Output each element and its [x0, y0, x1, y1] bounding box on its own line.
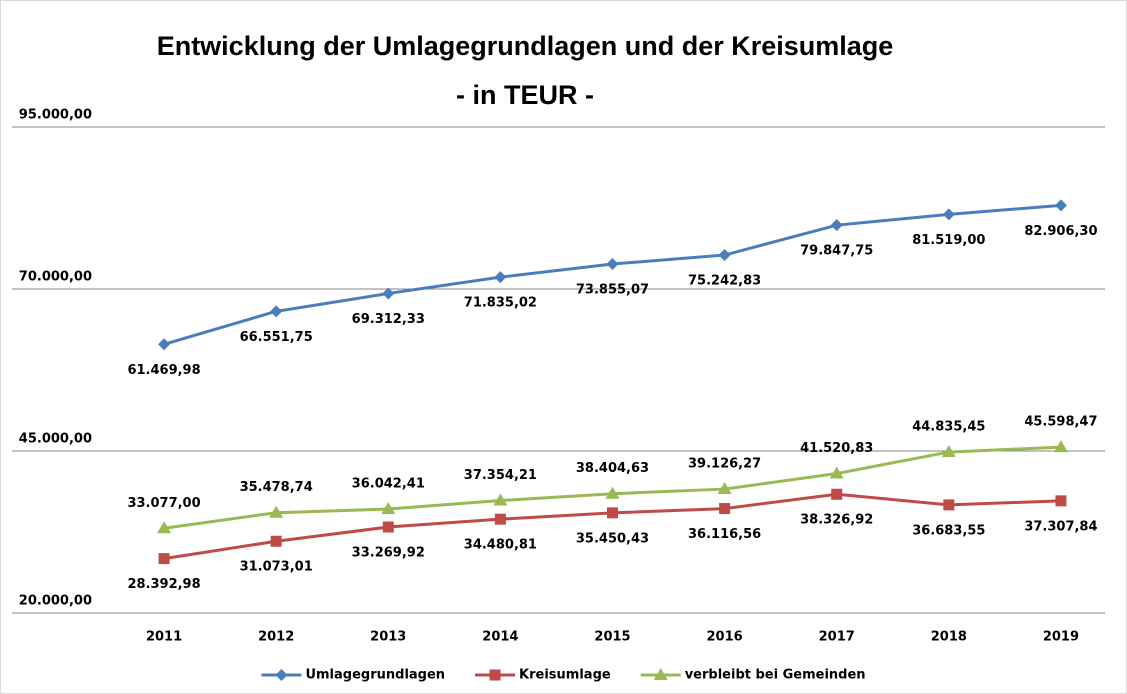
marker [494, 513, 506, 525]
data-label: 79.847,75 [800, 244, 873, 259]
x-tick-label: 2011 [146, 630, 182, 645]
data-label: 36.116,56 [688, 527, 761, 542]
data-label: 36.683,55 [912, 523, 985, 538]
y-tick-label: 45.000,00 [19, 432, 92, 447]
data-label: 37.354,21 [464, 468, 537, 483]
data-label: 66.551,75 [240, 330, 313, 345]
marker [718, 249, 731, 262]
x-tick-label: 2018 [931, 630, 967, 645]
data-label: 39.126,27 [688, 457, 761, 472]
data-label: 44.835,45 [912, 420, 985, 435]
x-tick-label: 2015 [594, 630, 630, 645]
data-label: 69.312,33 [352, 312, 425, 327]
marker [269, 505, 284, 518]
marker [607, 507, 618, 519]
marker [830, 219, 843, 232]
data-label: 37.307,84 [1024, 519, 1097, 534]
marker [605, 486, 620, 499]
chart-subtitle: - in TEUR - [456, 80, 594, 110]
data-label: 41.520,83 [800, 441, 873, 456]
marker [158, 338, 171, 351]
marker [1054, 199, 1067, 212]
data-label: 36.042,41 [352, 477, 425, 492]
marker [942, 208, 955, 221]
y-tick-label: 20.000,00 [19, 594, 92, 609]
legend-marker [275, 669, 288, 681]
legend-label: verbleibt bei Gemeinden [685, 668, 866, 683]
marker [829, 466, 844, 479]
marker [717, 482, 732, 495]
data-label: 82.906,30 [1024, 224, 1097, 239]
marker [270, 535, 282, 547]
marker [606, 258, 619, 271]
marker [943, 499, 955, 511]
data-label: 38.326,92 [800, 513, 873, 528]
data-label: 61.469,98 [127, 363, 200, 378]
y-tick-label: 70.000,00 [19, 270, 92, 285]
marker [158, 553, 170, 565]
data-label: 35.478,74 [240, 480, 313, 495]
data-label: 73.855,07 [576, 283, 649, 298]
marker [719, 503, 731, 515]
marker [941, 445, 956, 458]
x-tick-label: 2014 [482, 630, 518, 645]
data-label: 38.404,63 [576, 461, 649, 476]
marker [831, 488, 843, 500]
x-tick-label: 2016 [707, 630, 743, 645]
data-label: 33.269,92 [352, 546, 425, 561]
data-label: 34.480,81 [464, 538, 537, 553]
legend-marker [489, 669, 501, 681]
legend-label: Kreisumlage [519, 668, 611, 683]
marker [1055, 495, 1067, 507]
marker [270, 305, 283, 318]
marker [382, 521, 394, 533]
marker [493, 493, 508, 506]
data-label: 35.450,43 [576, 531, 649, 546]
data-label: 81.519,00 [912, 233, 985, 248]
marker [1053, 440, 1068, 453]
data-label: 31.073,01 [240, 560, 313, 575]
chart-title: Entwicklung der Umlagegrundlagen und der… [157, 31, 894, 61]
marker [494, 271, 507, 284]
data-label: 45.598,47 [1024, 415, 1097, 430]
marker [381, 502, 396, 515]
x-tick-label: 2017 [819, 630, 855, 645]
legend-label: Umlagegrundlagen [305, 668, 445, 683]
legend-marker [653, 668, 668, 680]
x-tick-label: 2012 [258, 630, 294, 645]
y-tick-label: 95.000,00 [19, 108, 92, 123]
data-label: 33.077,00 [127, 496, 200, 511]
data-label: 75.242,83 [688, 274, 761, 289]
marker [157, 521, 172, 534]
marker [382, 287, 395, 300]
data-label: 28.392,98 [127, 577, 200, 592]
x-tick-label: 2013 [370, 630, 406, 645]
data-label: 71.835,02 [464, 296, 537, 311]
x-tick-label: 2019 [1043, 630, 1079, 645]
